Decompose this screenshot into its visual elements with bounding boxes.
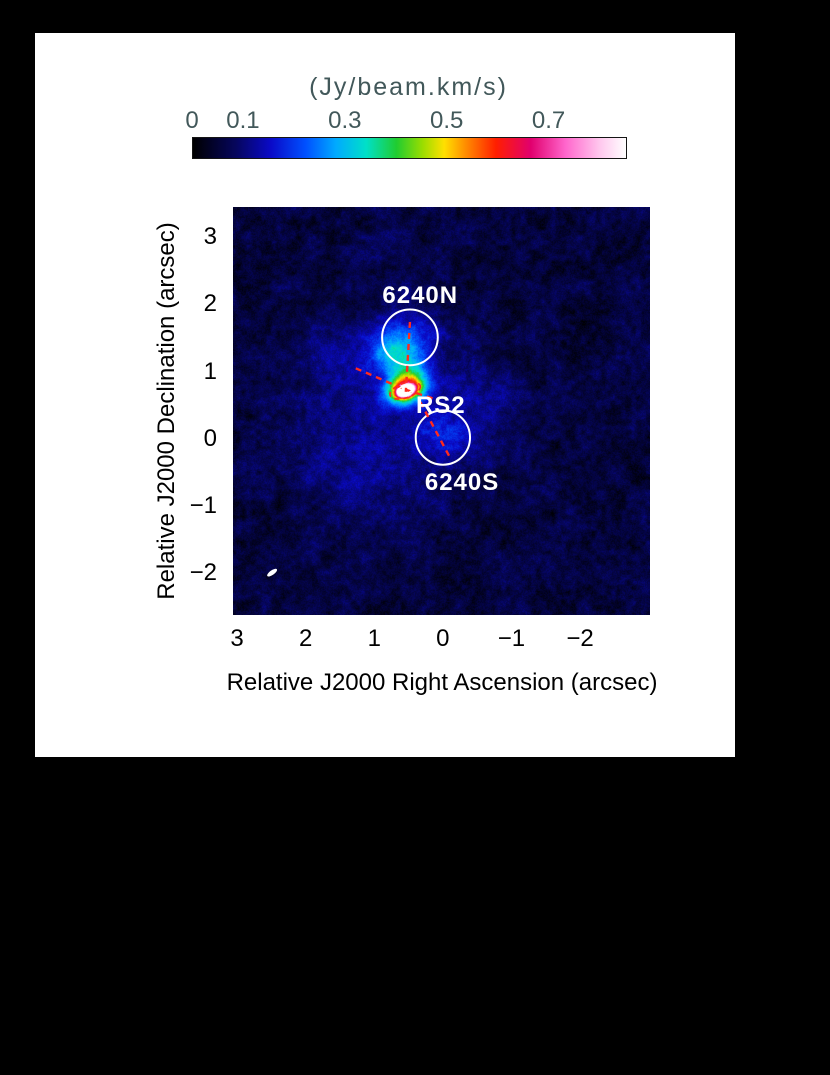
slit-line-0	[404, 321, 412, 392]
y-tick-label: −1	[189, 492, 217, 520]
slit-line-1	[355, 367, 407, 391]
x-axis-tick-labels: 3 2 1 0 −1 −2	[230, 625, 650, 655]
x-tick-label: 1	[367, 625, 381, 652]
colorbar-tick-label: 0.5	[430, 107, 464, 134]
beam-ellipse	[267, 568, 278, 577]
y-tick-label: 1	[203, 357, 217, 385]
x-tick-label: −1	[497, 625, 526, 652]
figure-panel: (Jy/beam.km/s) 0 0.1 0.3 0.5 0.7 Relative J2…	[35, 33, 735, 757]
annotation-6240N: 6240N	[382, 282, 459, 310]
y-tick-label: 2	[203, 290, 217, 318]
x-axis-title: Relative J2000 Right Ascension (arcsec)	[226, 669, 658, 696]
y-axis-tick-labels: 3 2 1 0 −1 −2	[35, 207, 221, 615]
aperture-circle-6240N	[381, 308, 439, 367]
annotation-RS2: RS2	[415, 391, 466, 419]
y-tick-label: 3	[203, 223, 217, 251]
peak-contour-1	[396, 384, 414, 396]
colorbar-tick-label: 0.1	[226, 107, 260, 134]
x-tick-label: 3	[230, 625, 244, 652]
y-tick-label: 0	[203, 424, 217, 452]
colorbar-tick-label: 0	[185, 107, 199, 134]
sky-map: 6240N RS2 6240S	[233, 207, 650, 615]
x-tick-label: 0	[436, 625, 450, 652]
colorbar-tick-label: 0.7	[531, 107, 566, 134]
map-overlay	[267, 308, 472, 577]
aperture-circle-6240S	[414, 409, 472, 466]
peak-contour-0	[389, 381, 422, 400]
colorbar-unit-label: (Jy/beam.km/s)	[309, 73, 508, 101]
colorbar-gradient-bar	[192, 137, 627, 159]
y-tick-label: −2	[189, 559, 217, 587]
colorbar-tick-row: 0 0.1 0.3 0.5 0.7	[185, 107, 625, 135]
x-tick-label: 2	[299, 625, 313, 652]
colorbar-tick-label: 0.3	[328, 107, 362, 134]
annotation-6240S: 6240S	[424, 469, 500, 497]
x-tick-label: −2	[566, 625, 594, 652]
